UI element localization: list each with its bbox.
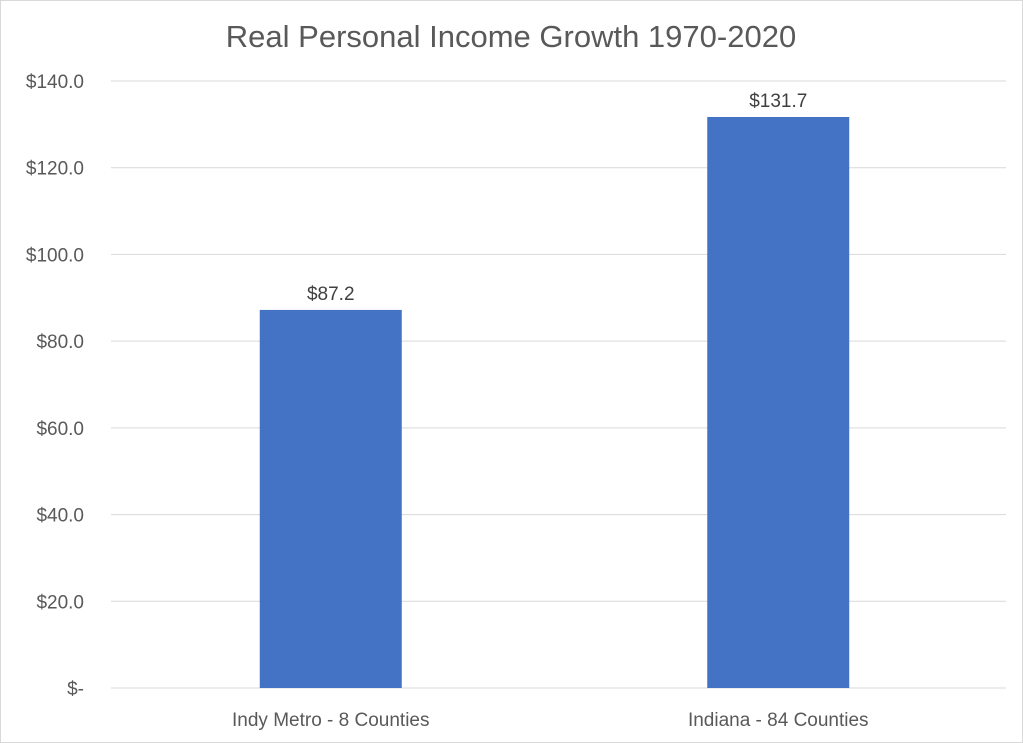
y-tick-label: $140.0 xyxy=(26,72,84,93)
data-label: $87.2 xyxy=(307,284,355,305)
y-axis-tick-labels: $- $20.0 $40.0 $60.0 $80.0 $100.0 $120.0 $140.0 xyxy=(26,72,84,700)
bars xyxy=(259,116,850,688)
data-label: $131.7 xyxy=(749,91,807,112)
y-tick-label: $40.0 xyxy=(36,506,84,527)
y-tick-label: $100.0 xyxy=(26,245,84,266)
x-axis-category-labels: Indy Metro - 8 Counties Indiana - 84 Coun… xyxy=(232,710,869,731)
y-tick-label: $- xyxy=(67,679,84,700)
x-category-label: Indiana - 84 Counties xyxy=(688,710,869,731)
y-tick-label: $20.0 xyxy=(36,592,84,613)
x-category-label: Indy Metro - 8 Counties xyxy=(232,710,429,731)
bar xyxy=(259,309,402,688)
bar xyxy=(707,116,850,688)
y-tick-label: $120.0 xyxy=(26,159,84,180)
chart-title: Real Personal Income Growth 1970-2020 xyxy=(226,19,796,54)
data-labels: $87.2 $131.7 xyxy=(307,91,807,305)
gridlines xyxy=(111,80,1006,689)
y-tick-label: $80.0 xyxy=(36,332,84,353)
y-tick-label: $60.0 xyxy=(36,419,84,440)
